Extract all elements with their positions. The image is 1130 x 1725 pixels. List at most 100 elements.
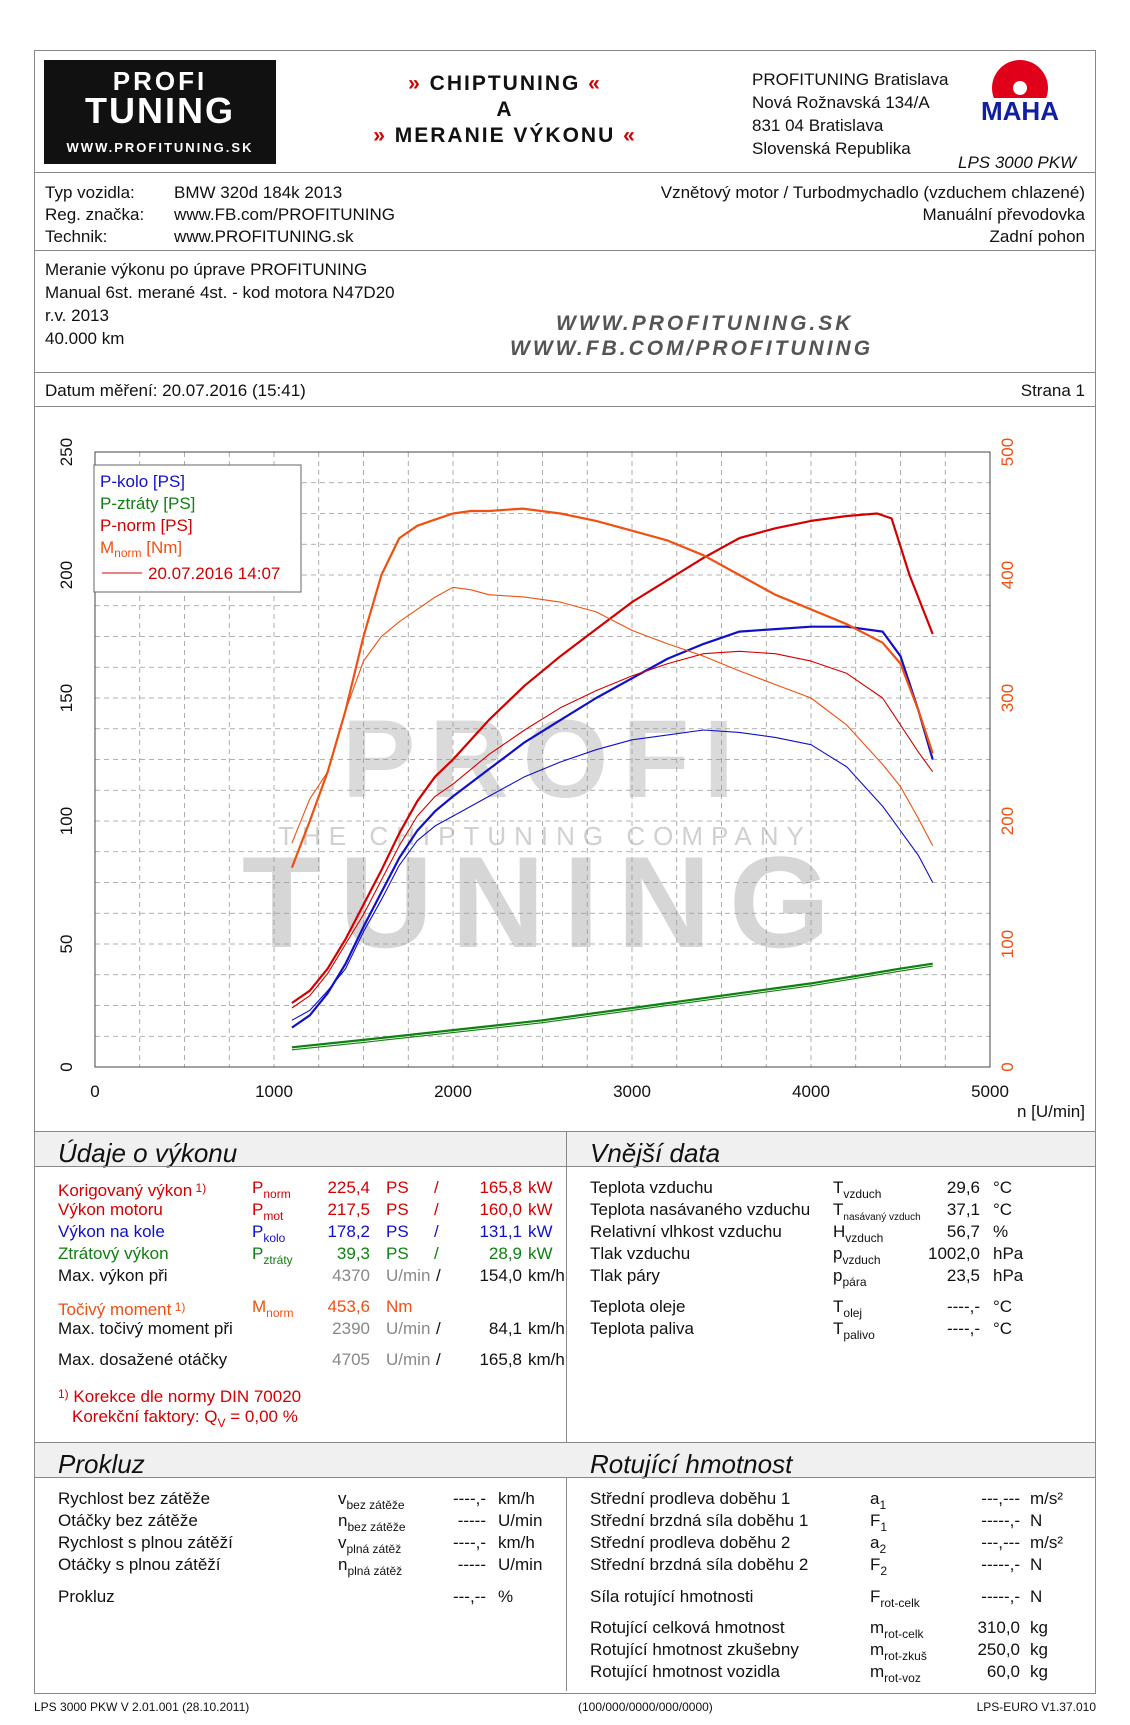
rotujici-label: Rotující hmotnost zkušebny bbox=[590, 1640, 799, 1659]
vykon-unit-1: PS bbox=[386, 1178, 409, 1197]
measurement-date: Datum měření: 20.07.2016 (15:41) bbox=[45, 381, 306, 400]
watermark-fb: WWW.FB.COM/PROFITUNING bbox=[510, 337, 874, 360]
transmission: Manuální převodovka bbox=[922, 205, 1085, 224]
x-tick-label: 5000 bbox=[971, 1082, 1009, 1101]
y-left-tick-label: 200 bbox=[57, 561, 76, 589]
symbol-subscript: pára bbox=[842, 1275, 867, 1289]
prokluz-symbol: nbez zátěže bbox=[338, 1511, 406, 1534]
vnejsi-symbol: Tolej bbox=[833, 1297, 863, 1320]
symbol-subscript: nasávaný vzduch bbox=[843, 1212, 921, 1223]
vnejsi-value: 1002,0 bbox=[928, 1244, 980, 1263]
vnejsi-label: Relativní vlhkost vzduchu bbox=[590, 1222, 782, 1241]
y-left-tick-label: 150 bbox=[57, 684, 76, 712]
vykon-symbol: Pkolo bbox=[252, 1222, 286, 1245]
prokluz-symbol: nplná zátěž bbox=[338, 1555, 403, 1578]
symbol-subscript: norm bbox=[263, 1187, 291, 1201]
vnejsi-label: Teplota nasávaného vzduchu bbox=[590, 1200, 811, 1219]
series-line bbox=[291, 962, 933, 1049]
legend-label: Mnorm [Nm] bbox=[100, 538, 182, 560]
series-line bbox=[291, 586, 934, 846]
vykon-separator: / bbox=[434, 1244, 439, 1263]
legend-label: P-ztráty [PS] bbox=[100, 494, 195, 513]
rotujici-symbol: mrot-celk bbox=[870, 1618, 924, 1641]
prokluz-unit: km/h bbox=[498, 1533, 535, 1552]
vnejsi-symbol: Tnasávaný vzduch bbox=[833, 1200, 921, 1223]
legend-box bbox=[93, 464, 302, 593]
prokluz-label: Otáčky bez zátěže bbox=[58, 1511, 198, 1530]
rotujici-label: Střední prodleva doběhu 1 bbox=[590, 1489, 791, 1508]
vnejsi-value: ----,- bbox=[946, 1319, 980, 1338]
vykon-separator: / bbox=[436, 1319, 441, 1338]
rotujici-unit: N bbox=[1030, 1511, 1043, 1530]
vykon-unit-2: km/h bbox=[528, 1319, 565, 1338]
technician-label: Technik: bbox=[45, 227, 108, 246]
legend-label: 20.07.2016 14:07 bbox=[148, 564, 280, 583]
footer-version: LPS 3000 PKW V 2.01.001 (28.10.2011) bbox=[34, 1700, 250, 1714]
watermark-bottom: TUNING bbox=[242, 829, 848, 975]
vnejsi-label: Teplota oleje bbox=[590, 1297, 686, 1316]
series-line bbox=[291, 625, 934, 1029]
chart-legend: P-kolo [PS] P-ztráty [PS] P-norm [PS] Mnorm… bbox=[93, 464, 302, 593]
vykon-unit-1: U/min bbox=[386, 1266, 431, 1285]
prokluz-unit: % bbox=[498, 1587, 514, 1606]
rotujici-symbol: a1 bbox=[870, 1489, 887, 1512]
x-tick-label: 4000 bbox=[792, 1082, 830, 1101]
x-axis-label: n [U/min] bbox=[1017, 1102, 1085, 1121]
vnejsi-label: Tlak páry bbox=[590, 1266, 660, 1285]
company-address: PROFITUNING Bratislava Nová Rožnavská 13… bbox=[752, 70, 949, 158]
rotujici-label: Střední prodleva doběhu 2 bbox=[590, 1533, 791, 1552]
chart-series bbox=[290, 507, 934, 1051]
series-line bbox=[290, 507, 934, 869]
y-left-tick-label: 250 bbox=[57, 438, 76, 466]
vykon-separator: / bbox=[436, 1350, 441, 1369]
rotujici-symbol: F2 bbox=[870, 1555, 888, 1578]
series-line bbox=[291, 729, 934, 1021]
report-frame bbox=[34, 50, 1096, 1694]
vykon-value-1: 453,6 bbox=[327, 1297, 370, 1316]
symbol-subscript: vzduch bbox=[843, 1187, 882, 1201]
vnejsi-value: 29,6 bbox=[946, 1178, 980, 1197]
footnote-mark: 1) bbox=[171, 1300, 186, 1314]
rotujici-unit: kg bbox=[1030, 1662, 1048, 1681]
rotujici-value: ---,--- bbox=[981, 1489, 1020, 1508]
footer-code: (100/000/0000/000/0000) bbox=[578, 1700, 713, 1714]
vnejsi-title: Vnější data bbox=[590, 1138, 721, 1168]
vnejsi-symbol: Tvzduch bbox=[833, 1178, 882, 1201]
logo-url-text: WWW.PROFITUNING.SK bbox=[66, 140, 254, 155]
rotujici-value: 250,0 bbox=[977, 1640, 1020, 1659]
rotujici-unit: N bbox=[1030, 1555, 1043, 1574]
logo-main-text: TUNING bbox=[85, 90, 235, 131]
rotujici-value: -----,- bbox=[981, 1555, 1020, 1574]
vykon-unit-1: Nm bbox=[386, 1297, 413, 1316]
footer-euro: LPS-EURO V1.37.010 bbox=[976, 1700, 1096, 1714]
rotujici-unit: m/s² bbox=[1030, 1489, 1064, 1508]
profituning-logo: PROFI TUNING WWW.PROFITUNING.SK bbox=[44, 60, 276, 164]
prokluz-value: ---,-- bbox=[452, 1587, 486, 1606]
y-right-tick-label: 300 bbox=[998, 684, 1017, 712]
legend-label: P-norm [PS] bbox=[100, 516, 193, 535]
logo-top-text: PROFI bbox=[112, 66, 208, 96]
symbol-subscript: rot-celk bbox=[880, 1596, 920, 1610]
vykon-title: Údaje o výkonu bbox=[58, 1138, 238, 1168]
prokluz-value: ----,- bbox=[452, 1489, 486, 1508]
vykon-value-1: 39,3 bbox=[336, 1244, 370, 1263]
vnejsi-unit: % bbox=[993, 1222, 1009, 1241]
vykon-label: Max. točivý moment při bbox=[58, 1319, 233, 1338]
vykon-value-1: 2390 bbox=[332, 1319, 370, 1338]
rotujici-unit: N bbox=[1030, 1587, 1043, 1606]
vykon-symbol: Pmot bbox=[252, 1200, 284, 1223]
prokluz-unit: U/min bbox=[498, 1555, 543, 1574]
vykon-unit-2: kW bbox=[528, 1222, 553, 1241]
vykon-value-1: 178,2 bbox=[327, 1222, 370, 1241]
correction-note: 1) Korekce dle normy DIN 70020 bbox=[58, 1387, 302, 1406]
vnejsi-symbol: ppára bbox=[833, 1266, 867, 1289]
prokluz-symbol: vbez zátěže bbox=[338, 1489, 405, 1512]
vykon-value-1: 225,4 bbox=[327, 1178, 370, 1197]
reg-label: Reg. značka: bbox=[45, 205, 145, 224]
drive: Zadní pohon bbox=[989, 227, 1085, 246]
series-line bbox=[291, 650, 934, 1009]
measurement-notes: Meranie výkonu po úprave PROFITUNING Man… bbox=[45, 260, 395, 348]
vykon-label: Korigovaný výkon 1) bbox=[58, 1181, 207, 1200]
